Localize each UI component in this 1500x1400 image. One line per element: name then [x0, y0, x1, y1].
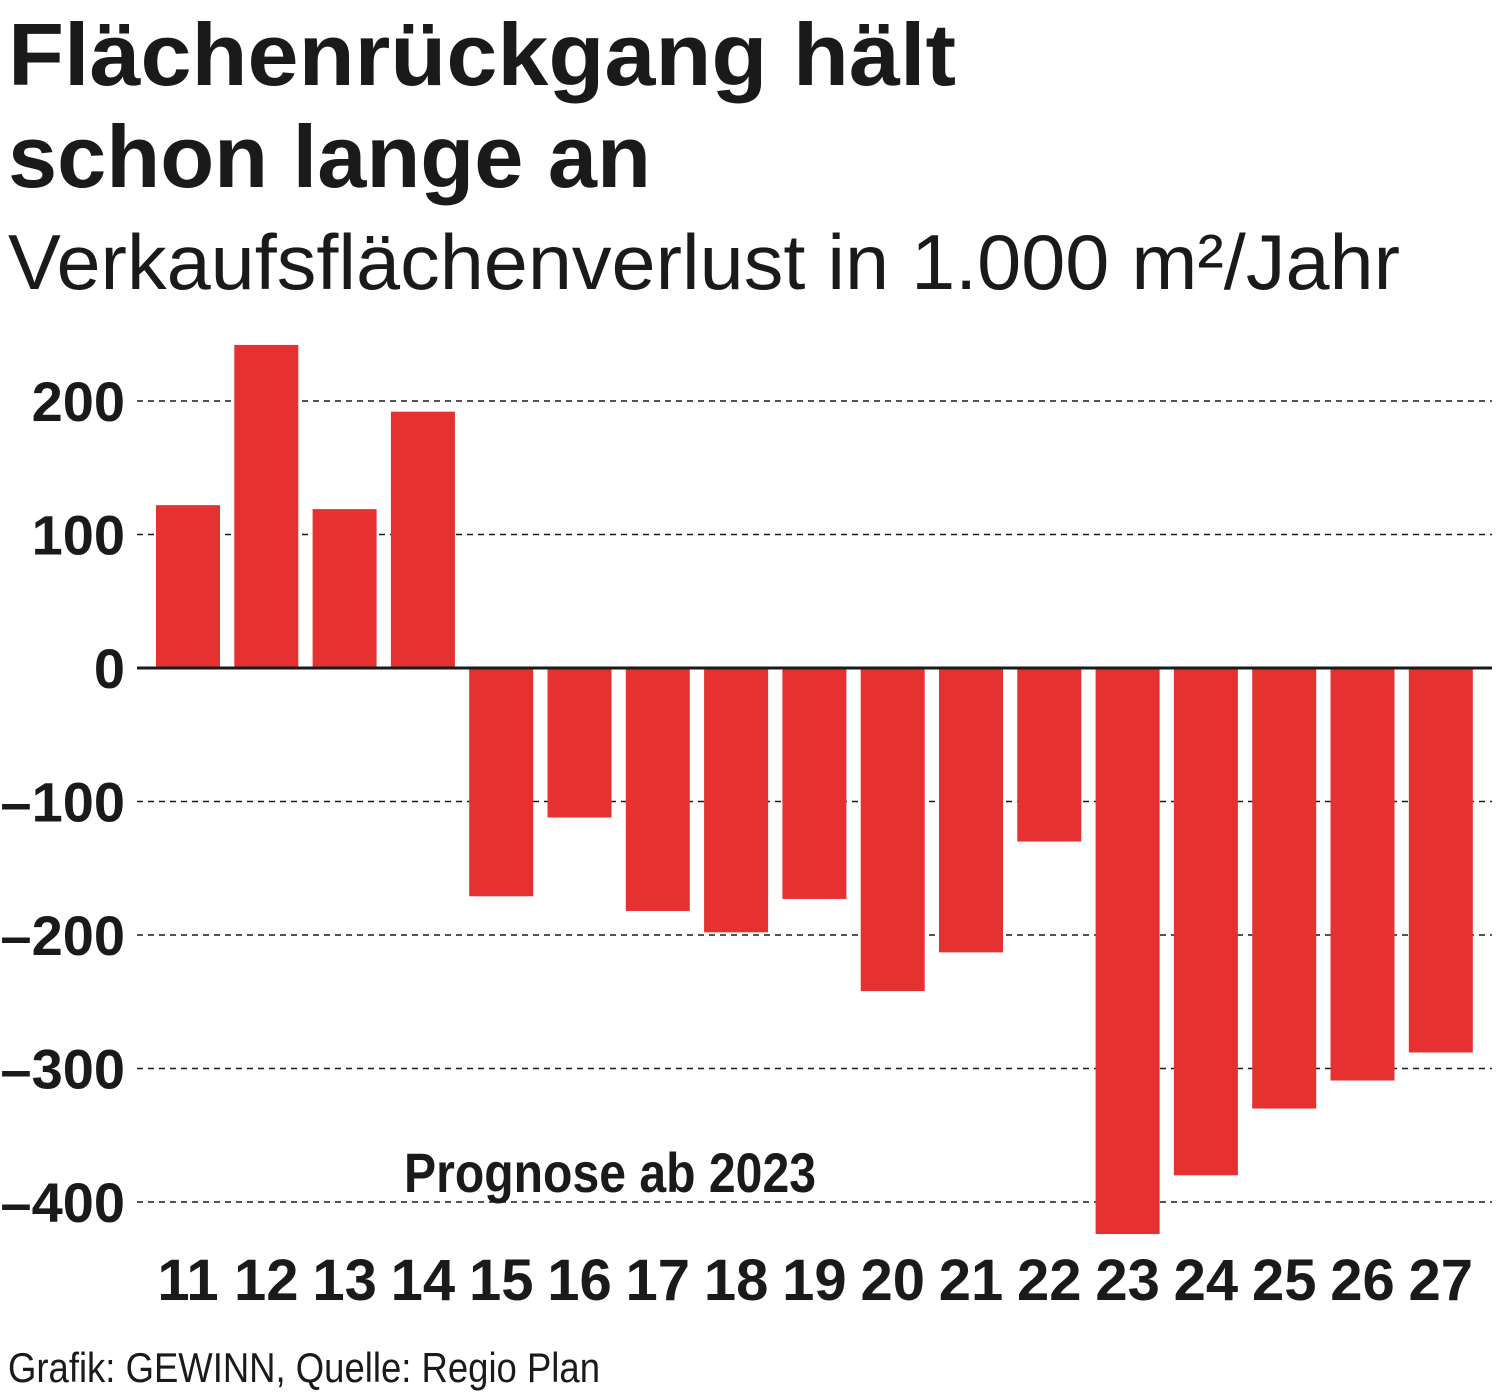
y-tick-label: –300 [0, 1038, 125, 1101]
bar-25 [1252, 668, 1317, 1109]
x-tick-label: 17 [626, 1248, 691, 1313]
bar-21 [939, 668, 1003, 953]
bar-26 [1330, 668, 1395, 1081]
x-tick-label: 20 [860, 1248, 925, 1313]
chart-subtitle: Verkaufsflächenverlust in 1.000 m²/Jahr [8, 218, 1400, 306]
bar-14 [390, 411, 455, 668]
y-tick-label: –400 [0, 1171, 125, 1234]
x-tick-label: 16 [547, 1248, 612, 1313]
x-tick-label: 21 [939, 1248, 1004, 1313]
y-tick-label: 0 [94, 637, 125, 700]
y-tick-label: 100 [32, 504, 125, 567]
x-tick-label: 27 [1409, 1248, 1474, 1313]
forecast-annotation: Prognose ab 2023 [404, 1141, 816, 1204]
x-tick-label: 13 [312, 1248, 377, 1313]
bar-11 [156, 505, 220, 668]
bar-12 [234, 344, 299, 668]
x-tick-label: 26 [1330, 1248, 1395, 1313]
x-tick-label: 23 [1095, 1248, 1160, 1313]
bar-19 [782, 668, 847, 899]
bar-17 [625, 668, 690, 911]
bar-27 [1408, 668, 1473, 1053]
source-note: Grafik: GEWINN, Quelle: Regio Plan [8, 1344, 600, 1391]
bar-23 [1095, 668, 1160, 1235]
x-tick-label: 12 [234, 1248, 299, 1313]
x-tick-label: 15 [469, 1248, 534, 1313]
x-tick-label: 22 [1017, 1248, 1082, 1313]
bar-22 [1017, 668, 1082, 842]
x-tick-label: 14 [391, 1248, 456, 1313]
bar-18 [704, 668, 769, 933]
x-tick-label: 25 [1252, 1248, 1317, 1313]
chart-title-line1: Flächenrückgang hält [8, 5, 956, 104]
x-tick-label: 24 [1174, 1248, 1239, 1313]
bar-20 [860, 668, 925, 992]
bar-13 [312, 509, 377, 668]
bar-15 [469, 668, 534, 897]
bar-16 [547, 668, 612, 818]
y-tick-label: –100 [0, 771, 125, 834]
chart-title-line2: schon lange an [8, 107, 651, 206]
bar-24 [1173, 668, 1238, 1176]
x-tick-label: 11 [157, 1248, 218, 1313]
y-tick-label: 200 [32, 370, 125, 433]
y-tick-label: –200 [0, 904, 125, 967]
x-tick-label: 18 [704, 1248, 769, 1313]
x-tick-label: 19 [782, 1248, 847, 1313]
